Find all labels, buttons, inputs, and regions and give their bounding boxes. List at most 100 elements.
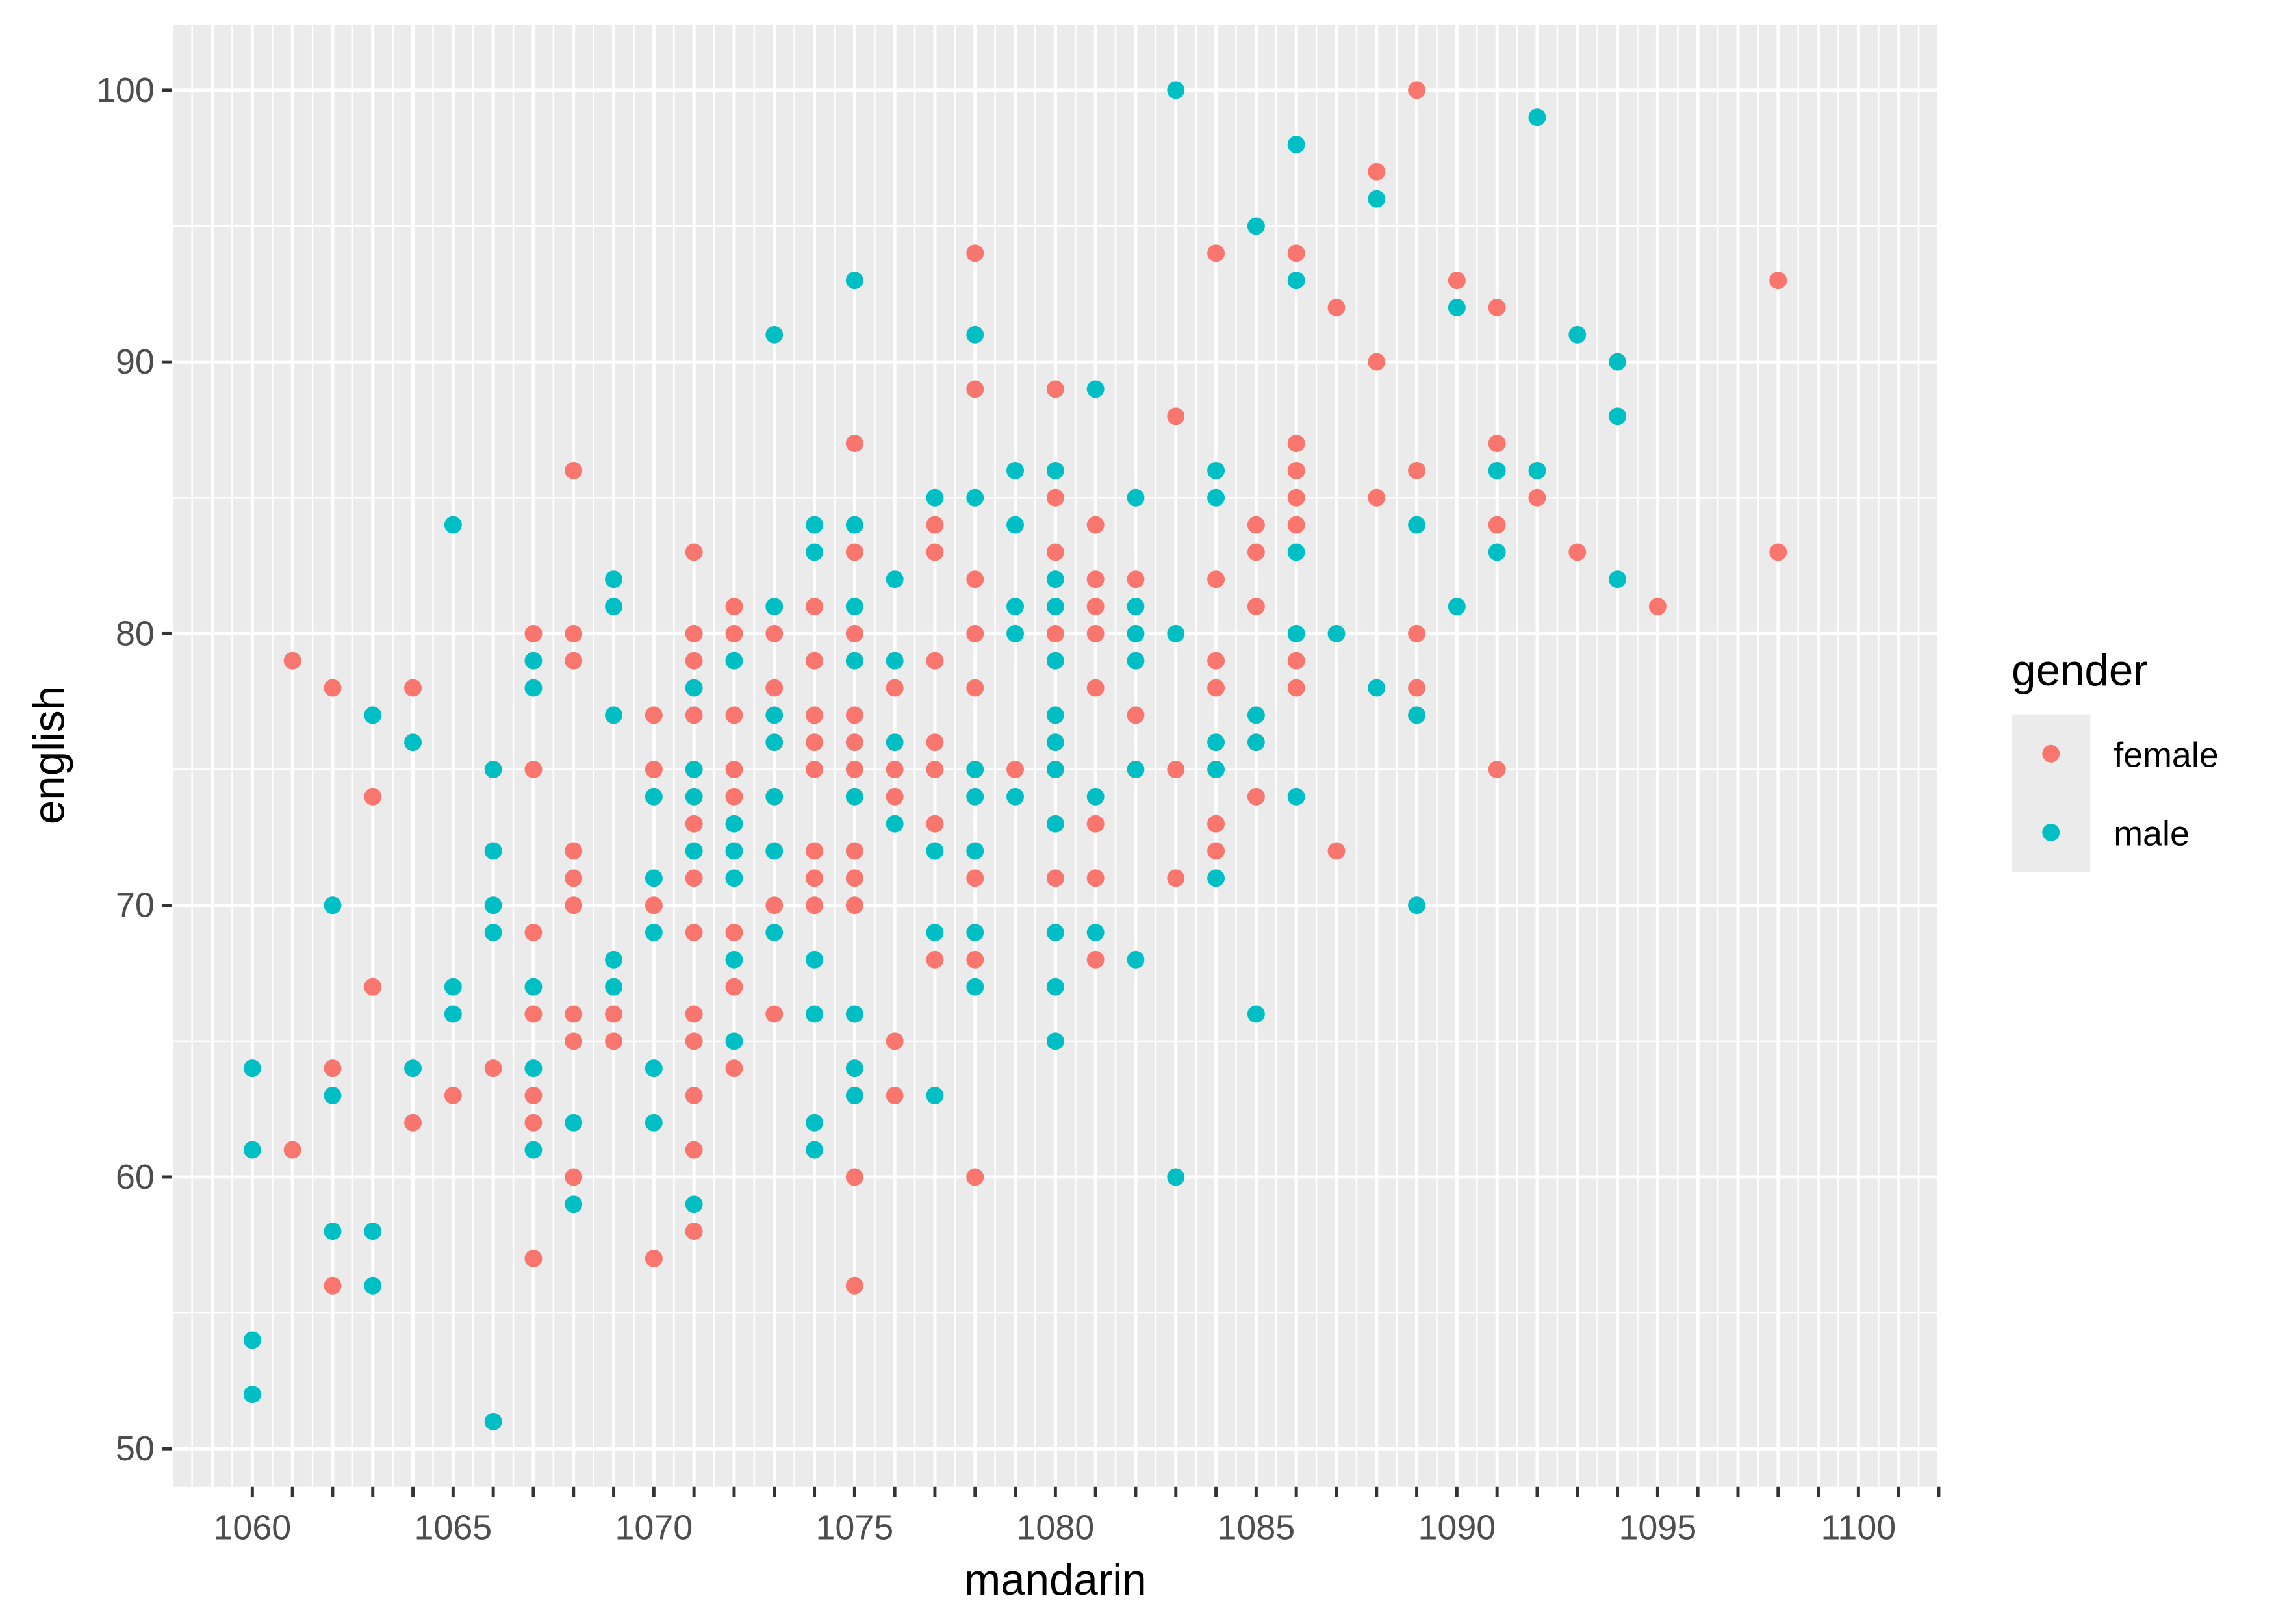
data-point-female: [1287, 461, 1305, 479]
data-point-female: [1408, 461, 1426, 479]
data-point-male: [364, 706, 382, 724]
data-point-female: [966, 1168, 984, 1186]
x-tick-label: 1100: [1820, 1508, 1896, 1547]
data-point-male: [1167, 1168, 1185, 1186]
data-point-female: [725, 787, 743, 806]
data-point-male: [404, 733, 422, 752]
data-point-female: [926, 652, 944, 670]
data-point-male: [1086, 924, 1105, 941]
data-point-male: [1247, 1005, 1265, 1023]
data-point-male: [645, 924, 663, 941]
data-point-male: [765, 787, 784, 806]
data-point-male: [765, 733, 784, 752]
data-point-female: [845, 896, 863, 915]
data-point-male: [725, 950, 743, 969]
data-point-female: [1046, 488, 1064, 507]
data-point-male: [1247, 217, 1265, 235]
data-point-female: [725, 924, 743, 941]
data-point-male: [605, 978, 623, 996]
data-point-male: [324, 1223, 342, 1241]
data-point-male: [966, 761, 984, 778]
x-tick-label: 1065: [414, 1508, 492, 1547]
data-point-male: [1609, 353, 1627, 371]
data-point-male: [1127, 624, 1145, 642]
data-point-male: [1287, 543, 1305, 561]
data-point-male: [725, 815, 743, 833]
data-point-female: [685, 652, 703, 670]
data-point-female: [524, 761, 543, 778]
data-point-female: [565, 1168, 583, 1186]
data-point-female: [645, 761, 663, 778]
data-point-male: [605, 950, 623, 969]
data-point-female: [685, 1141, 703, 1159]
data-point-female: [1207, 244, 1225, 262]
data-point-male: [725, 652, 743, 670]
data-point-female: [765, 679, 784, 697]
data-point-female: [645, 896, 663, 915]
data-point-female: [1408, 624, 1426, 642]
data-point-female: [845, 761, 863, 778]
data-point-male: [1046, 924, 1064, 941]
data-point-female: [1568, 543, 1587, 561]
data-point-female: [806, 869, 824, 887]
data-point-male: [1046, 1032, 1064, 1050]
data-point-male: [645, 1113, 663, 1132]
data-point-male: [444, 1005, 462, 1023]
data-point-female: [565, 869, 583, 887]
data-point-male: [1046, 598, 1064, 616]
data-point-female: [1769, 272, 1787, 290]
data-point-female: [685, 624, 703, 642]
data-point-male: [1247, 706, 1265, 724]
data-point-female: [565, 1032, 583, 1050]
data-point-female: [1528, 488, 1546, 507]
data-point-female: [806, 761, 824, 778]
data-point-male: [243, 1141, 261, 1159]
x-tick-label: 1060: [213, 1508, 291, 1547]
data-point-male: [1006, 461, 1025, 479]
data-point-female: [1247, 787, 1265, 806]
data-point-male: [645, 787, 663, 806]
data-point-male: [1046, 706, 1064, 724]
data-point-male: [324, 1087, 342, 1104]
data-point-male: [404, 1059, 422, 1078]
data-point-male: [1006, 624, 1025, 642]
data-point-male: [645, 869, 663, 887]
data-point-female: [886, 761, 904, 778]
data-point-female: [725, 1059, 743, 1078]
data-point-male: [806, 1141, 824, 1159]
data-point-male: [605, 570, 623, 589]
data-point-male: [524, 978, 543, 996]
data-point-female: [1127, 570, 1145, 589]
x-axis-title: mandarin: [964, 1556, 1147, 1605]
data-point-female: [324, 679, 342, 697]
data-point-male: [685, 842, 703, 860]
data-point-female: [845, 435, 863, 453]
data-point-female: [765, 1005, 784, 1023]
data-point-female: [1207, 842, 1225, 860]
data-point-female: [1086, 950, 1105, 969]
data-point-female: [926, 516, 944, 534]
data-point-male: [845, 787, 863, 806]
data-point-male: [1207, 461, 1225, 479]
data-point-male: [524, 1059, 543, 1078]
data-point-male: [1006, 787, 1025, 806]
data-point-male: [926, 1087, 944, 1104]
data-point-male: [845, 1087, 863, 1104]
data-point-female: [926, 761, 944, 778]
x-tick-label: 1075: [815, 1508, 893, 1547]
data-point-male: [1568, 325, 1587, 344]
data-point-male: [1408, 896, 1426, 915]
y-tick-label: 80: [116, 614, 155, 653]
data-point-male: [1287, 272, 1305, 290]
data-point-male: [444, 978, 462, 996]
data-point-male: [1448, 299, 1466, 316]
data-point-male: [725, 842, 743, 860]
data-point-female: [565, 1005, 583, 1023]
data-point-female: [725, 706, 743, 724]
data-point-male: [1207, 761, 1225, 778]
data-point-female: [806, 842, 824, 860]
data-point-male: [806, 1113, 824, 1132]
data-point-male: [886, 570, 904, 589]
data-point-female: [926, 815, 944, 833]
data-point-male: [605, 706, 623, 724]
